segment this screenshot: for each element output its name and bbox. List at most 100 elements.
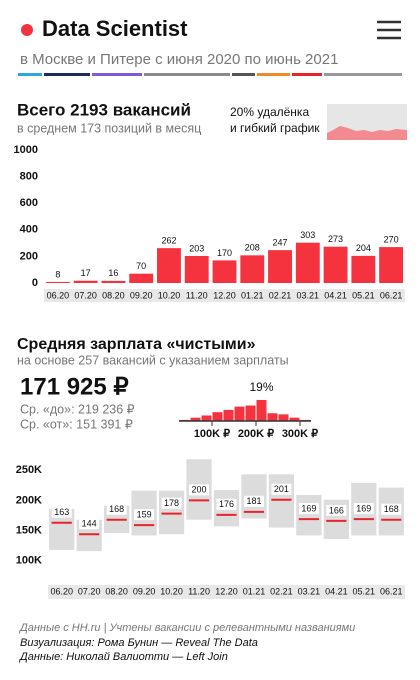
color-stripe bbox=[18, 73, 402, 76]
page-subtitle: в Москве и Питере с июня 2020 по июнь 20… bbox=[20, 51, 338, 68]
footer-credit: Визуализация: Рома Бунин — Reveal The Da… bbox=[20, 637, 258, 649]
label-bg bbox=[216, 498, 237, 510]
bar bbox=[379, 247, 404, 283]
lower-salary: Ср. «от»: 151 391 ₽ bbox=[20, 417, 133, 431]
remote-label: 20% удалёнка bbox=[230, 105, 309, 119]
x-tick-label: 08.20 bbox=[105, 586, 128, 596]
annotation: 19% bbox=[249, 380, 273, 394]
menu-icon[interactable] bbox=[377, 20, 401, 40]
bar bbox=[268, 250, 292, 283]
histogram-bar bbox=[267, 413, 278, 421]
section-subtitle: на основе 257 вакансий с указанием зарпл… bbox=[17, 353, 289, 367]
histogram-bar bbox=[212, 412, 223, 421]
value-label: 208 bbox=[245, 243, 260, 253]
title-dot bbox=[21, 24, 33, 36]
section-title: Всего 2193 вакансий bbox=[17, 100, 191, 119]
label-bg bbox=[134, 509, 155, 521]
x-tick-label: 06.21 bbox=[380, 290, 403, 300]
value-label: 200 bbox=[192, 485, 207, 495]
bar bbox=[295, 242, 320, 283]
value-label: 168 bbox=[109, 504, 124, 514]
y-tick-label: 800 bbox=[20, 171, 38, 183]
label-bg bbox=[106, 503, 127, 515]
histogram-bar bbox=[201, 415, 212, 421]
x-tick-label: 10.20 bbox=[160, 586, 183, 596]
x-tick-label: 08.20 bbox=[102, 290, 125, 300]
value-label: 166 bbox=[329, 505, 344, 515]
y-tick-label: 1000 bbox=[14, 144, 38, 156]
average-salary: 171 925 ₽ bbox=[20, 373, 129, 400]
x-tick-label: 02.21 bbox=[269, 290, 292, 300]
label-bg bbox=[271, 483, 292, 495]
value-label: 144 bbox=[82, 519, 97, 529]
upper-salary: Ср. «до»: 219 236 ₽ bbox=[20, 402, 135, 416]
histogram-bar bbox=[256, 400, 267, 421]
x-tick-label: 100K ₽ bbox=[194, 428, 230, 440]
histogram-bar bbox=[234, 406, 245, 421]
histogram-bar bbox=[190, 417, 201, 421]
bar bbox=[323, 246, 348, 283]
x-tick-label: 200K ₽ bbox=[238, 428, 274, 440]
x-tick-label: 12.20 bbox=[215, 586, 238, 596]
value-label: 169 bbox=[356, 503, 371, 513]
bar bbox=[157, 248, 181, 283]
value-label: 181 bbox=[246, 496, 261, 506]
histogram-bar bbox=[245, 405, 256, 421]
value-label: 170 bbox=[217, 248, 232, 258]
value-label: 178 bbox=[164, 498, 179, 508]
label-bg bbox=[243, 495, 264, 507]
x-tick-label: 06.20 bbox=[50, 586, 73, 596]
value-label: 204 bbox=[356, 243, 371, 253]
x-tick-label: 09.20 bbox=[130, 290, 153, 300]
value-label: 247 bbox=[273, 238, 288, 248]
label-bg bbox=[326, 504, 347, 516]
y-tick-label: 150K bbox=[16, 524, 42, 536]
x-tick-label: 03.21 bbox=[298, 586, 321, 596]
value-label: 203 bbox=[189, 243, 204, 253]
y-tick-label: 100K bbox=[16, 555, 42, 567]
x-tick-label: 01.21 bbox=[241, 290, 264, 300]
section-title: Средняя зарплата «чистыми» bbox=[17, 336, 256, 353]
range-box bbox=[296, 494, 322, 536]
histogram-bar bbox=[223, 409, 234, 421]
bar bbox=[45, 281, 70, 283]
x-tick-label: 04.21 bbox=[324, 290, 347, 300]
bar bbox=[73, 280, 98, 283]
value-label: 270 bbox=[384, 234, 399, 244]
range-box bbox=[268, 474, 295, 528]
x-tick-label: 11.20 bbox=[188, 586, 210, 596]
x-tick-label: 02.21 bbox=[270, 586, 293, 596]
label-bg bbox=[79, 518, 100, 530]
bar bbox=[184, 256, 209, 283]
bar bbox=[101, 280, 126, 283]
x-tick-label: 11.20 bbox=[186, 290, 208, 300]
remote-label: и гибкий график bbox=[230, 121, 320, 135]
page-title: Data Scientist bbox=[42, 16, 188, 41]
value-label: 262 bbox=[161, 236, 176, 246]
bar bbox=[212, 260, 237, 283]
value-label: 163 bbox=[54, 507, 69, 517]
x-tick-label: 10.20 bbox=[158, 290, 181, 300]
label-bg bbox=[51, 506, 72, 518]
value-label: 273 bbox=[328, 234, 343, 244]
sparkline bbox=[327, 126, 407, 140]
value-label: 8 bbox=[55, 269, 60, 279]
y-tick-label: 400 bbox=[20, 224, 38, 236]
value-label: 159 bbox=[137, 510, 152, 520]
x-tick-label: 04.21 bbox=[325, 586, 348, 596]
y-tick-label: 250K bbox=[16, 464, 42, 476]
value-label: 201 bbox=[274, 484, 289, 494]
x-tick-label: 07.20 bbox=[74, 290, 97, 300]
y-tick-label: 600 bbox=[20, 197, 38, 209]
label-bg bbox=[298, 503, 319, 515]
label-bg bbox=[381, 503, 402, 515]
y-tick-label: 200K bbox=[16, 494, 42, 506]
value-label: 16 bbox=[108, 268, 118, 278]
x-axis-band bbox=[44, 289, 405, 302]
value-label: 70 bbox=[136, 261, 146, 271]
value-label: 17 bbox=[81, 268, 91, 278]
x-axis-band bbox=[48, 585, 405, 599]
x-tick-label: 06.21 bbox=[380, 586, 403, 596]
label-bg bbox=[189, 484, 210, 496]
